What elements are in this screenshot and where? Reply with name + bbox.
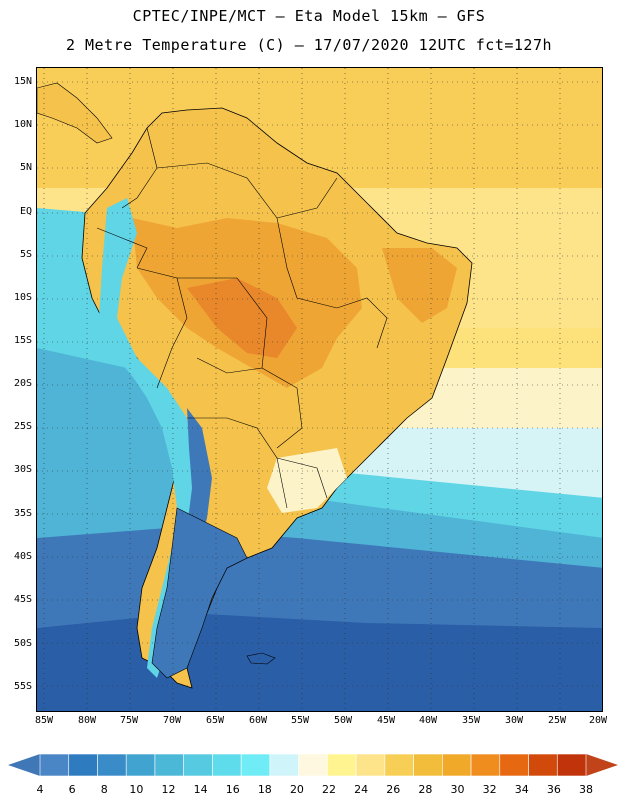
colorbar-swatch	[212, 753, 242, 777]
colorbar-swatch	[327, 753, 357, 777]
lat-label: 35S	[13, 508, 32, 519]
map-canvas	[37, 68, 602, 711]
colorbar-swatch	[499, 753, 529, 777]
colorbar-label: 6	[68, 783, 76, 796]
lat-label: 45S	[13, 594, 32, 605]
lat-label: 55S	[13, 681, 32, 692]
lon-label: 70W	[162, 715, 182, 726]
colorbar-label: 30	[450, 783, 465, 796]
colorbar-label: 14	[193, 783, 208, 796]
lat-label: EQ	[19, 206, 32, 217]
colorbar-swatch	[298, 753, 328, 777]
colorbar-swatch	[183, 753, 213, 777]
colorbar-swatch	[97, 753, 127, 777]
colorbar-low-arrow	[8, 754, 40, 776]
central-america-land	[37, 82, 113, 144]
lat-label: 30S	[13, 464, 32, 475]
peru-border	[136, 267, 188, 389]
colorbar-swatch	[528, 753, 558, 777]
lat-label: 15N	[13, 76, 32, 87]
map-title-line2: 2 Metre Temperature (C) – 17/07/2020 12U…	[65, 36, 553, 54]
colorbar-label: 24	[354, 783, 369, 796]
colorbar-high-arrow	[586, 754, 618, 776]
falkland-islands	[246, 652, 276, 665]
colorbar-swatch	[125, 753, 156, 777]
lat-label: 20S	[13, 378, 32, 389]
northeast-hot-zone	[382, 248, 457, 323]
colorbar-label: 38	[579, 783, 593, 796]
colorbar-label: 4	[36, 783, 44, 796]
colorbar-swatch	[355, 753, 386, 777]
colorbar-swatch	[39, 753, 70, 777]
lon-label: 80W	[77, 715, 97, 726]
bolivia-border	[177, 277, 268, 374]
lon-label: 40W	[418, 715, 438, 726]
colorbar-label: 12	[161, 783, 176, 796]
colorbar-label: 18	[257, 783, 272, 796]
uruguay-border	[276, 457, 328, 499]
ecuador-border	[96, 227, 148, 269]
lat-label: 5N	[19, 162, 32, 173]
lon-label: 25W	[547, 715, 567, 726]
colorbar-label: 8	[100, 783, 108, 796]
lon-label: 85W	[34, 715, 54, 726]
lat-label: 25S	[13, 421, 32, 432]
patagonia-cold	[151, 507, 248, 679]
colorbar-boxes	[39, 753, 587, 777]
lon-label: 20W	[588, 715, 608, 726]
colorbar-label: 22	[322, 783, 337, 796]
temperature-colorbar	[8, 753, 618, 777]
colorbar-swatch	[154, 753, 184, 777]
venezuela-border	[156, 162, 278, 219]
southern-brazil-cream	[267, 448, 347, 513]
southern-deep-cold-band	[37, 613, 602, 711]
colorbar-label: 10	[129, 783, 144, 796]
colorbar-label: 34	[514, 783, 529, 796]
lat-label: 50S	[13, 638, 32, 649]
colorbar-swatch	[413, 753, 443, 777]
colorbar-swatch	[240, 753, 271, 777]
lon-label: 45W	[376, 715, 396, 726]
lon-label: 65W	[205, 715, 225, 726]
colorbar-swatch	[470, 753, 501, 777]
lon-label: 35W	[461, 715, 481, 726]
lat-label: 15S	[13, 335, 32, 346]
colorbar-swatch	[68, 753, 98, 777]
map-title-line1: CPTEC/INPE/MCT – Eta Model 15km – GFS	[132, 7, 486, 25]
paraguay-border	[261, 367, 303, 449]
colombia-border	[121, 127, 158, 209]
lat-label: 5S	[19, 249, 32, 260]
colorbar-swatch	[556, 753, 587, 777]
colorbar-swatch	[442, 753, 472, 777]
colorbar-label: 26	[386, 783, 401, 796]
brazil-states	[276, 217, 388, 349]
lat-label: 40S	[13, 551, 32, 562]
guianas-border	[276, 177, 338, 219]
colorbar-label: 20	[289, 783, 304, 796]
lat-label: 10N	[13, 119, 32, 130]
colorbar-swatch	[269, 753, 299, 777]
colorbar-label: 32	[482, 783, 497, 796]
colorbar-swatch	[384, 753, 414, 777]
colorbar-label: 36	[546, 783, 561, 796]
lon-label: 30W	[504, 715, 524, 726]
central-hot-core	[187, 278, 297, 358]
colorbar-label: 28	[418, 783, 433, 796]
lon-label: 50W	[333, 715, 353, 726]
lat-label: 10S	[13, 292, 32, 303]
colorbar-label: 16	[225, 783, 240, 796]
lon-label: 55W	[290, 715, 310, 726]
lon-label: 75W	[119, 715, 139, 726]
lon-label: 60W	[248, 715, 268, 726]
temperature-map	[36, 67, 603, 712]
